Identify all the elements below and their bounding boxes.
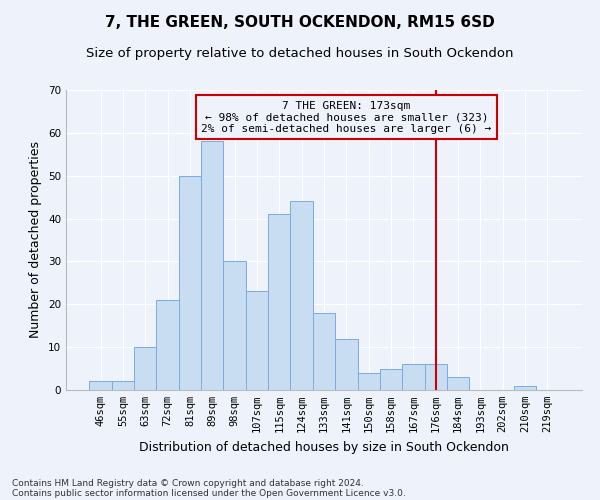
- Text: Size of property relative to detached houses in South Ockendon: Size of property relative to detached ho…: [86, 48, 514, 60]
- X-axis label: Distribution of detached houses by size in South Ockendon: Distribution of detached houses by size …: [139, 440, 509, 454]
- Bar: [89, 382, 112, 390]
- Bar: [425, 364, 447, 390]
- Bar: [223, 262, 246, 390]
- Bar: [402, 364, 425, 390]
- Text: Contains public sector information licensed under the Open Government Licence v3: Contains public sector information licen…: [12, 488, 406, 498]
- Bar: [134, 347, 157, 390]
- Bar: [380, 368, 402, 390]
- Bar: [201, 142, 223, 390]
- Bar: [335, 338, 358, 390]
- Y-axis label: Number of detached properties: Number of detached properties: [29, 142, 43, 338]
- Bar: [313, 313, 335, 390]
- Bar: [157, 300, 179, 390]
- Bar: [246, 292, 268, 390]
- Bar: [112, 382, 134, 390]
- Text: 7 THE GREEN: 173sqm
← 98% of detached houses are smaller (323)
2% of semi-detach: 7 THE GREEN: 173sqm ← 98% of detached ho…: [201, 100, 491, 134]
- Bar: [179, 176, 201, 390]
- Bar: [447, 377, 469, 390]
- Bar: [268, 214, 290, 390]
- Bar: [358, 373, 380, 390]
- Text: Contains HM Land Registry data © Crown copyright and database right 2024.: Contains HM Land Registry data © Crown c…: [12, 478, 364, 488]
- Bar: [514, 386, 536, 390]
- Bar: [290, 202, 313, 390]
- Text: 7, THE GREEN, SOUTH OCKENDON, RM15 6SD: 7, THE GREEN, SOUTH OCKENDON, RM15 6SD: [105, 15, 495, 30]
